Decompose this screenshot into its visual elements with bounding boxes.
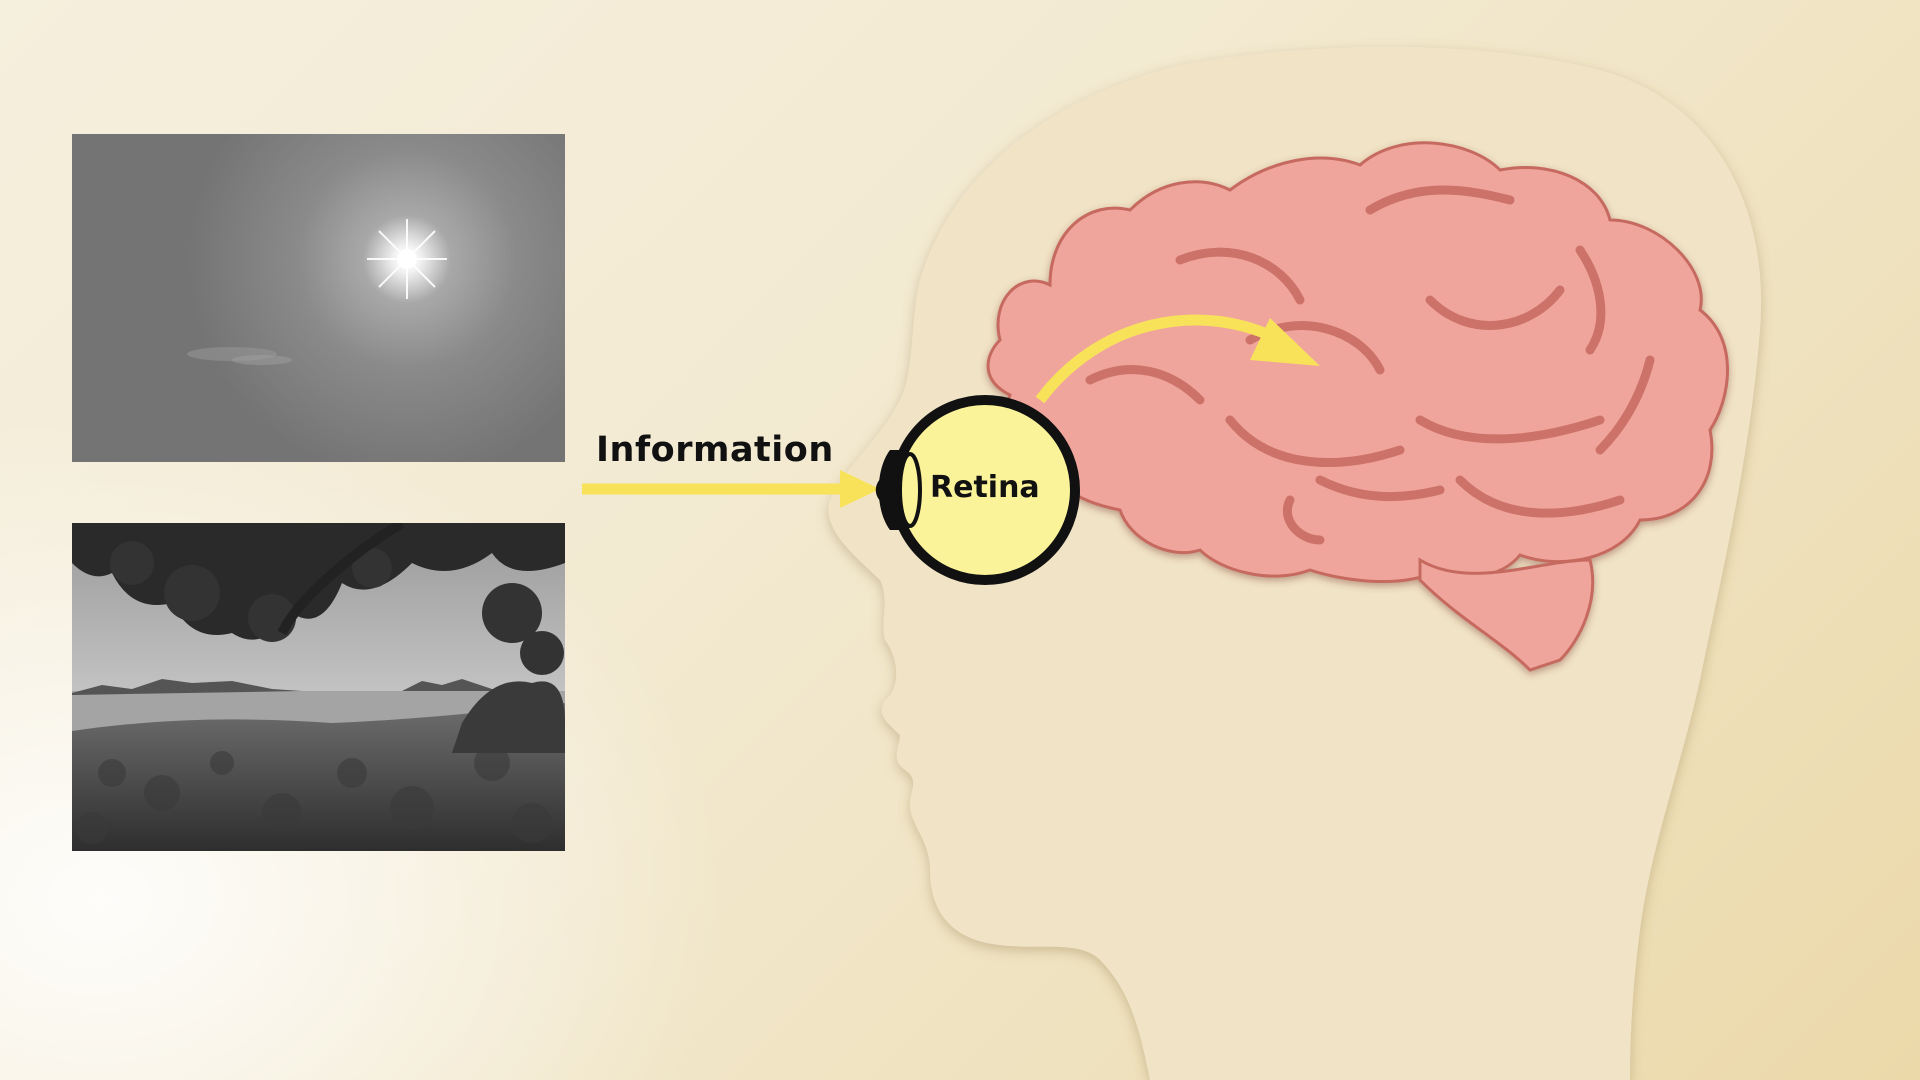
retina-label: Retina bbox=[930, 470, 1040, 505]
sky-photo bbox=[72, 134, 565, 462]
brain bbox=[986, 141, 1729, 672]
beach-photo bbox=[72, 523, 565, 851]
eye-icon bbox=[875, 395, 1080, 585]
information-arrowhead bbox=[840, 470, 880, 508]
information-label: Information bbox=[596, 430, 834, 470]
retina-to-brain-arrow bbox=[1035, 314, 1283, 404]
retina-to-brain-arrowhead bbox=[1250, 318, 1320, 366]
